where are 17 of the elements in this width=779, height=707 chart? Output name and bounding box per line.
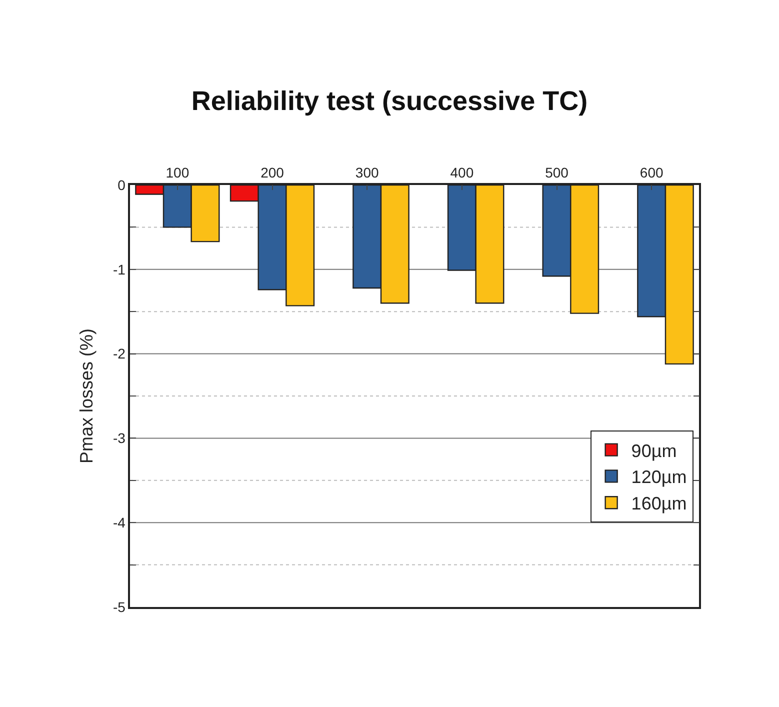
x-tick-label: 400 bbox=[450, 164, 474, 181]
y-axis-title: Pmax losses (%) bbox=[76, 328, 97, 464]
y-tick-label: -2 bbox=[112, 346, 126, 362]
x-tick-label: 100 bbox=[166, 164, 190, 181]
y-tick-label: 0 bbox=[118, 176, 126, 193]
legend-label: 90µm bbox=[631, 440, 677, 461]
x-tick-label: 500 bbox=[545, 164, 569, 181]
x-tick-label: 300 bbox=[355, 164, 379, 181]
chart-title: Reliability test (successive TC) bbox=[191, 86, 588, 116]
legend-label: 120µm bbox=[631, 467, 687, 488]
y-tick-label: -4 bbox=[112, 514, 126, 530]
y-tick-label: -5 bbox=[112, 598, 126, 615]
y-tick-label: -3 bbox=[112, 430, 126, 446]
x-tick-label: 600 bbox=[640, 164, 664, 181]
legend-label: 160µm bbox=[631, 494, 687, 514]
x-tick-label: 200 bbox=[260, 164, 284, 181]
y-tick-label: -1 bbox=[112, 261, 126, 278]
